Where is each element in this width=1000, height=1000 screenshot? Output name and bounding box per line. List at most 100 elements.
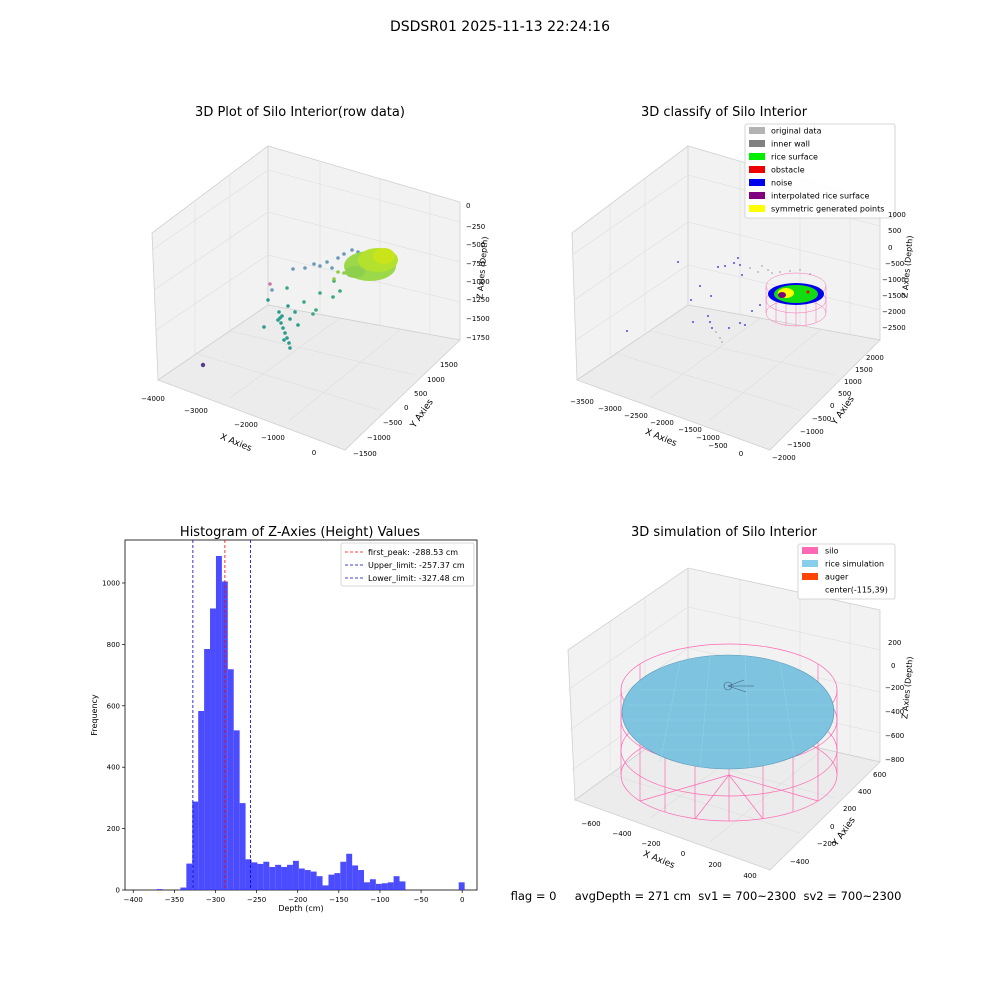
hist-bar [304, 870, 311, 890]
hist-xtick-label: −150 [329, 896, 348, 904]
raw-xtick: −1000 [261, 434, 285, 442]
raw-ztick: −500 [466, 241, 485, 249]
figure-suptitle: DSDSR01 2025-11-13 22:24:16 [390, 19, 610, 35]
raw-ytick: −1000 [367, 434, 391, 442]
raw-points [200, 248, 398, 368]
classify-legend-label: original data [771, 127, 822, 136]
classify-ytick: 0 [830, 402, 834, 410]
classify-xtick: −500 [708, 442, 727, 450]
classify-ytick: 2000 [866, 354, 884, 362]
classify-legend-label: interpolated rice surface [771, 192, 869, 201]
classify-floor-pane [576, 304, 881, 451]
simulation-ztick: 0 [891, 662, 895, 670]
hist-legend-label: Upper_limit: -257.37 cm [368, 561, 465, 570]
hist-bar [239, 803, 246, 890]
raw-ytick: −1500 [353, 450, 377, 458]
classify-obstacle [806, 290, 810, 294]
hist-bar [458, 882, 465, 890]
hist-bar [269, 866, 276, 890]
hist-legend-box [340, 542, 475, 587]
classify-ytick: 500 [838, 390, 851, 398]
raw-x-ticks: −4000 −3000 −2000 −1000 0 [141, 395, 316, 457]
hist-xlabel: Depth (cm) [278, 904, 323, 913]
classify-legend-swatch [749, 166, 765, 173]
classify-ztick: −2500 [882, 324, 906, 332]
classify-legend-label: rice surface [771, 153, 818, 162]
raw-xtick: −2000 [234, 421, 258, 429]
hist-bar [292, 860, 299, 890]
hist-bar [393, 876, 400, 890]
raw-ztick: −1000 [466, 278, 490, 286]
hist-bar [233, 730, 240, 890]
classify-ztick: 1000 [888, 211, 906, 219]
simulation-status-text: flag = 0 avgDepth = 271 cm sv1 = 700~230… [511, 889, 902, 903]
simulation-xtick: −400 [612, 830, 631, 838]
hist-bar [340, 861, 347, 890]
hist-legend-label: first_peak: -288.53 cm [368, 548, 458, 557]
hist-bar [363, 882, 370, 890]
classify-ztick: −500 [885, 260, 904, 268]
hist-title: Histogram of Z-Axies (Height) Values [180, 525, 420, 540]
simulation-ytick: 600 [873, 771, 886, 779]
hist-bar [275, 864, 282, 890]
hist-bar [281, 866, 288, 890]
hist-xtick-label: −400 [124, 896, 143, 904]
simulation-rice-surface [621, 654, 835, 770]
panel-classify-3d: 3D classify of Silo Interior original da… [570, 105, 915, 462]
hist-bar [245, 859, 252, 890]
classify-legend-swatch [749, 153, 765, 160]
classify-xtick: 0 [739, 450, 743, 458]
hist-ytick-label: 0 [116, 887, 120, 895]
classify-legend-swatch [749, 140, 765, 147]
simulation-legend-swatch [802, 547, 818, 554]
simulation-z-ticks: 200 0 −200 −400 −600 −800 [885, 639, 904, 764]
hist-bar [381, 883, 388, 890]
hist-legend-label: Lower_limit: -327.48 cm [368, 574, 465, 583]
hist-bar [156, 889, 163, 890]
raw-xtick: −4000 [141, 395, 165, 403]
hist-bar [369, 879, 376, 890]
hist-x-ticks: −400 −350 −300 −250 −200 −150 −100 −50 0 [124, 890, 464, 904]
simulation-ztick: −200 [885, 684, 904, 692]
simulation-xtick: −200 [641, 840, 660, 848]
classify-x-ticks: −3500 −3000 −2500 −2000 −1500 −1000 −500… [570, 398, 743, 458]
simulation-rice-mesh [626, 655, 832, 769]
classify-legend-label: inner wall [771, 140, 810, 149]
raw-ytick: 1500 [440, 361, 458, 369]
classify-ztick: −1000 [882, 276, 906, 284]
hist-y-ticks: 0 200 400 600 800 1000 [102, 579, 125, 895]
simulation-xlabel: X Axies [641, 849, 676, 871]
simulation-ytick: −400 [790, 858, 809, 866]
classify-xtick: −3000 [598, 405, 622, 413]
classify-legend-label: symmetric generated points [771, 205, 884, 214]
hist-legend: first_peak: -288.53 cm Upper_limit: -257.… [340, 542, 475, 587]
classify-points [626, 257, 827, 343]
raw-title: 3D Plot of Silo Interior(row data) [195, 105, 405, 120]
classify-xtick: −3500 [570, 398, 594, 406]
classify-ytick: −1000 [800, 428, 824, 436]
simulation-legend-swatch [802, 573, 818, 580]
classify-legend-swatch [749, 179, 765, 186]
hist-xtick-label: 0 [460, 896, 464, 904]
simulation-ytick: 200 [843, 805, 856, 813]
hist-bar [251, 862, 258, 890]
classify-ytick: 1000 [844, 378, 862, 386]
raw-ytick: 1000 [427, 376, 445, 384]
raw-xlabel: X Axies [218, 432, 253, 454]
hist-bar [322, 885, 329, 890]
classify-ztick: −2000 [882, 308, 906, 316]
simulation-legend: silo rice simulation auger center(-115,39) [797, 543, 896, 600]
classify-ztick: −1500 [882, 292, 906, 300]
hist-bar [180, 887, 187, 890]
raw-ytick: 0 [404, 404, 408, 412]
simulation-ytick: 0 [830, 823, 834, 831]
raw-ztick: −1500 [466, 315, 490, 323]
simulation-xtick: 400 [743, 872, 756, 880]
hist-bar [346, 853, 353, 890]
hist-vlines [192, 540, 251, 890]
hist-xtick-label: −100 [370, 896, 389, 904]
simulation-y-ticks: −400 −200 0 200 400 600 [790, 771, 886, 866]
simulation-title: 3D simulation of Silo Interior [631, 525, 818, 540]
hist-bars [156, 555, 465, 890]
